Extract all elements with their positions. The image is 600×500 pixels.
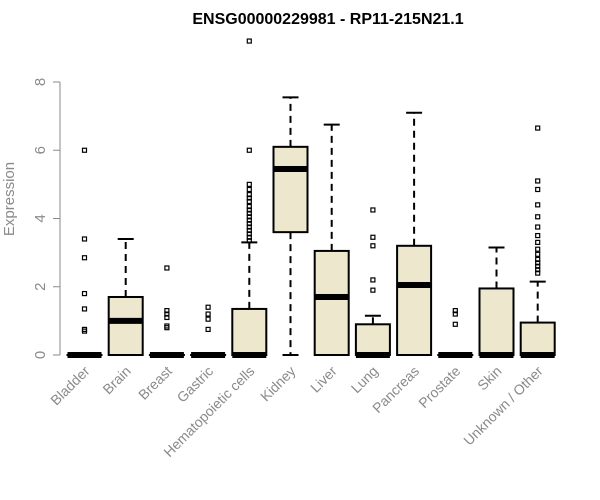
y-tick-label: 6 bbox=[32, 146, 49, 154]
y-tick-label: 4 bbox=[32, 214, 49, 222]
x-tick-label: Bladder bbox=[47, 363, 93, 409]
outlier-point bbox=[246, 192, 252, 198]
outlier-point bbox=[205, 326, 211, 333]
chart-title: ENSG00000229981 - RP11-215N21.1 bbox=[192, 11, 463, 28]
outlier-point bbox=[535, 239, 541, 245]
outlier-point bbox=[535, 125, 541, 131]
x-tick-label: Liver bbox=[307, 363, 340, 396]
iqr-box bbox=[478, 287, 515, 356]
box-lung bbox=[354, 207, 391, 358]
outlier-point bbox=[246, 186, 252, 193]
x-tick-label: Brain bbox=[99, 363, 133, 397]
x-tick-label: Breast bbox=[135, 363, 175, 403]
outlier-point bbox=[370, 277, 376, 283]
x-tick-label: Prostate bbox=[415, 363, 463, 411]
box-breast bbox=[148, 265, 185, 358]
outlier-point bbox=[535, 232, 541, 239]
box-bladder bbox=[66, 147, 103, 358]
y-tick-label: 2 bbox=[32, 283, 49, 291]
outlier-point bbox=[164, 265, 170, 271]
box-hematopoietic-cells bbox=[231, 38, 268, 358]
outlier-point bbox=[452, 308, 458, 314]
y-axis-label: Expression bbox=[1, 162, 18, 236]
outlier-point bbox=[452, 321, 458, 327]
outlier-point bbox=[246, 147, 252, 153]
box-pancreas bbox=[396, 111, 433, 356]
outlier-point bbox=[205, 304, 211, 310]
box-brain bbox=[107, 237, 144, 356]
outlier-point bbox=[246, 203, 252, 210]
box-gastric bbox=[190, 304, 227, 358]
outlier-point bbox=[535, 246, 541, 252]
outlier-point bbox=[246, 38, 252, 44]
outlier-point bbox=[370, 287, 376, 293]
iqr-box bbox=[107, 295, 144, 356]
outlier-point bbox=[535, 178, 541, 184]
outlier-point bbox=[81, 236, 88, 242]
box-prostate bbox=[437, 308, 474, 358]
box-liver bbox=[313, 123, 350, 356]
iqr-box bbox=[313, 249, 350, 356]
boxes bbox=[66, 38, 556, 358]
outlier-point bbox=[205, 311, 211, 317]
outlier-point bbox=[370, 207, 376, 213]
iqr-box bbox=[396, 244, 433, 356]
outlier-point bbox=[535, 251, 541, 257]
y-axis: 0 2 4 6 8 bbox=[32, 78, 61, 359]
box-skin bbox=[478, 246, 515, 358]
iqr-box bbox=[272, 145, 309, 234]
y-tick-label: 0 bbox=[32, 351, 49, 359]
iqr-box bbox=[231, 307, 268, 356]
outlier-point bbox=[81, 306, 88, 312]
box-unknown-other bbox=[519, 125, 556, 358]
outlier-point bbox=[164, 323, 170, 329]
y-tick-label: 8 bbox=[32, 78, 49, 86]
x-tick-label: Lung bbox=[348, 363, 381, 396]
outlier-point bbox=[535, 256, 541, 263]
outlier-point bbox=[370, 234, 376, 240]
outlier-point bbox=[535, 224, 541, 230]
outlier-point bbox=[81, 147, 88, 153]
outlier-point bbox=[205, 316, 211, 322]
outlier-point bbox=[81, 255, 88, 261]
outlier-point bbox=[535, 202, 541, 208]
box-kidney bbox=[272, 96, 309, 356]
outlier-point bbox=[370, 243, 376, 249]
iqr-box bbox=[519, 321, 556, 356]
outlier-point bbox=[246, 181, 252, 187]
x-tick-label: Kidney bbox=[257, 363, 299, 405]
x-tick-label: Skin bbox=[474, 363, 505, 394]
outlier-point bbox=[535, 214, 541, 220]
iqr-box bbox=[354, 323, 391, 357]
outlier-point bbox=[535, 186, 541, 193]
outlier-point bbox=[81, 326, 88, 333]
outlier-point bbox=[81, 290, 88, 297]
outlier-point bbox=[164, 308, 170, 314]
